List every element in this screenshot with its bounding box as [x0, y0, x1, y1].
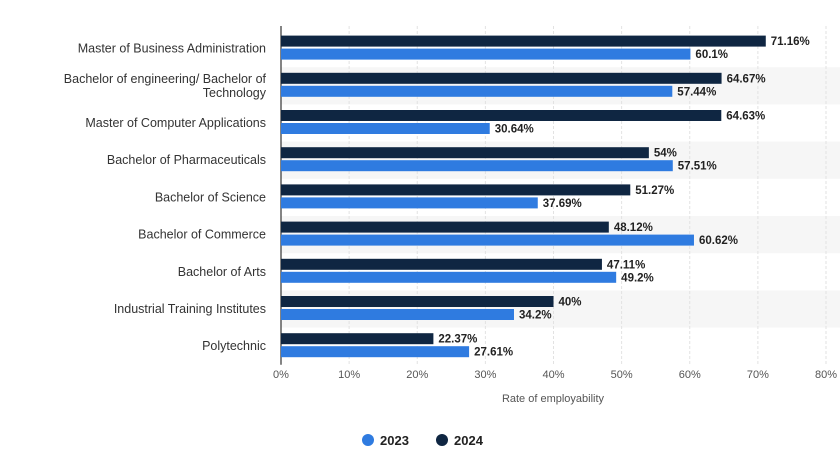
value-label-2024: 64.63% [726, 111, 765, 123]
value-label-2024: 48.12% [614, 222, 653, 234]
value-label-2024: 54% [654, 148, 677, 160]
value-label-2023: 49.2% [621, 272, 654, 284]
category-label: Polytechnic [202, 339, 266, 353]
x-tick-label: 80% [815, 369, 837, 381]
bar-2024[interactable] [281, 296, 554, 307]
category-label: Master of Business Administration [78, 42, 266, 56]
bar-2023[interactable] [281, 271, 617, 283]
value-label-2023: 60.62% [699, 235, 738, 247]
bar-2023[interactable] [281, 123, 490, 134]
value-label-2023: 60.1% [695, 49, 728, 61]
bar-2023[interactable] [281, 160, 673, 172]
value-label-2024: 47.11% [607, 259, 645, 271]
category-labels: Master of Business Administration Bachelo… [64, 42, 267, 354]
x-tick-label: 0% [273, 369, 289, 381]
value-label-2023: 57.51% [678, 161, 717, 173]
value-label-2024: 22.37% [438, 334, 477, 346]
category-label: Bachelor of Arts [178, 265, 266, 279]
value-label-2023: 37.69% [543, 198, 582, 210]
bar-2023[interactable] [281, 346, 470, 358]
bar-2024[interactable] [281, 258, 602, 270]
bars [281, 35, 766, 358]
x-tick-label: 10% [338, 369, 360, 381]
category-label: Master of Computer Applications [85, 116, 266, 130]
x-tick-label: 20% [406, 369, 428, 381]
x-axis-title: Rate of employability [502, 393, 605, 405]
bar-2023[interactable] [281, 48, 691, 60]
x-tick-label: 30% [474, 369, 496, 381]
legend-marker-2024[interactable] [436, 434, 448, 446]
x-tick-label: 70% [747, 369, 769, 381]
bar-2024[interactable] [281, 110, 722, 121]
legend-label-2023[interactable]: 2023 [380, 433, 409, 448]
category-label: Industrial Training Institutes [114, 302, 266, 316]
bar-2024[interactable] [281, 333, 434, 345]
value-labels: 71.16% 60.1% 64.67% 57.44% 64.63% 30.64% 54%57… [438, 36, 809, 359]
x-tick-label: 40% [542, 369, 564, 381]
bar-2024[interactable] [281, 184, 631, 196]
value-label-2024: 40% [559, 297, 582, 309]
value-label-2024: 64.67% [727, 73, 766, 85]
category-label: Bachelor of Pharmaceuticals [107, 153, 266, 167]
value-label-2024: 51.27% [635, 185, 674, 197]
bar-2024[interactable] [281, 35, 766, 47]
bar-2024[interactable] [281, 72, 722, 84]
x-tick-label: 50% [611, 369, 633, 381]
bar-2024[interactable] [281, 221, 609, 233]
category-label: Bachelor of engineering/ Bachelor of Tech… [64, 72, 267, 100]
x-tick-labels: 0% 10% 20% 30% 40% 50% 60% 70% 80% [273, 369, 837, 381]
bar-2023[interactable] [281, 309, 514, 320]
legend-label-2024[interactable]: 2024 [454, 433, 484, 448]
category-label: Bachelor of Science [155, 190, 266, 204]
bar-2024[interactable] [281, 147, 649, 159]
value-label-2023: 30.64% [495, 124, 534, 136]
x-tick-label: 60% [679, 369, 701, 381]
value-label-2023: 57.44% [677, 86, 716, 98]
bar-2023[interactable] [281, 197, 538, 209]
legend-marker-2023[interactable] [362, 434, 374, 446]
value-label-2024: 71.16% [771, 36, 810, 48]
bar-2023[interactable] [281, 234, 694, 246]
legend: 2023 2024 [362, 433, 484, 448]
category-label: Bachelor of Commerce [138, 228, 266, 242]
value-label-2023: 27.61% [474, 347, 513, 359]
bar-2023[interactable] [281, 85, 673, 97]
value-label-2023: 34.2% [519, 310, 552, 322]
